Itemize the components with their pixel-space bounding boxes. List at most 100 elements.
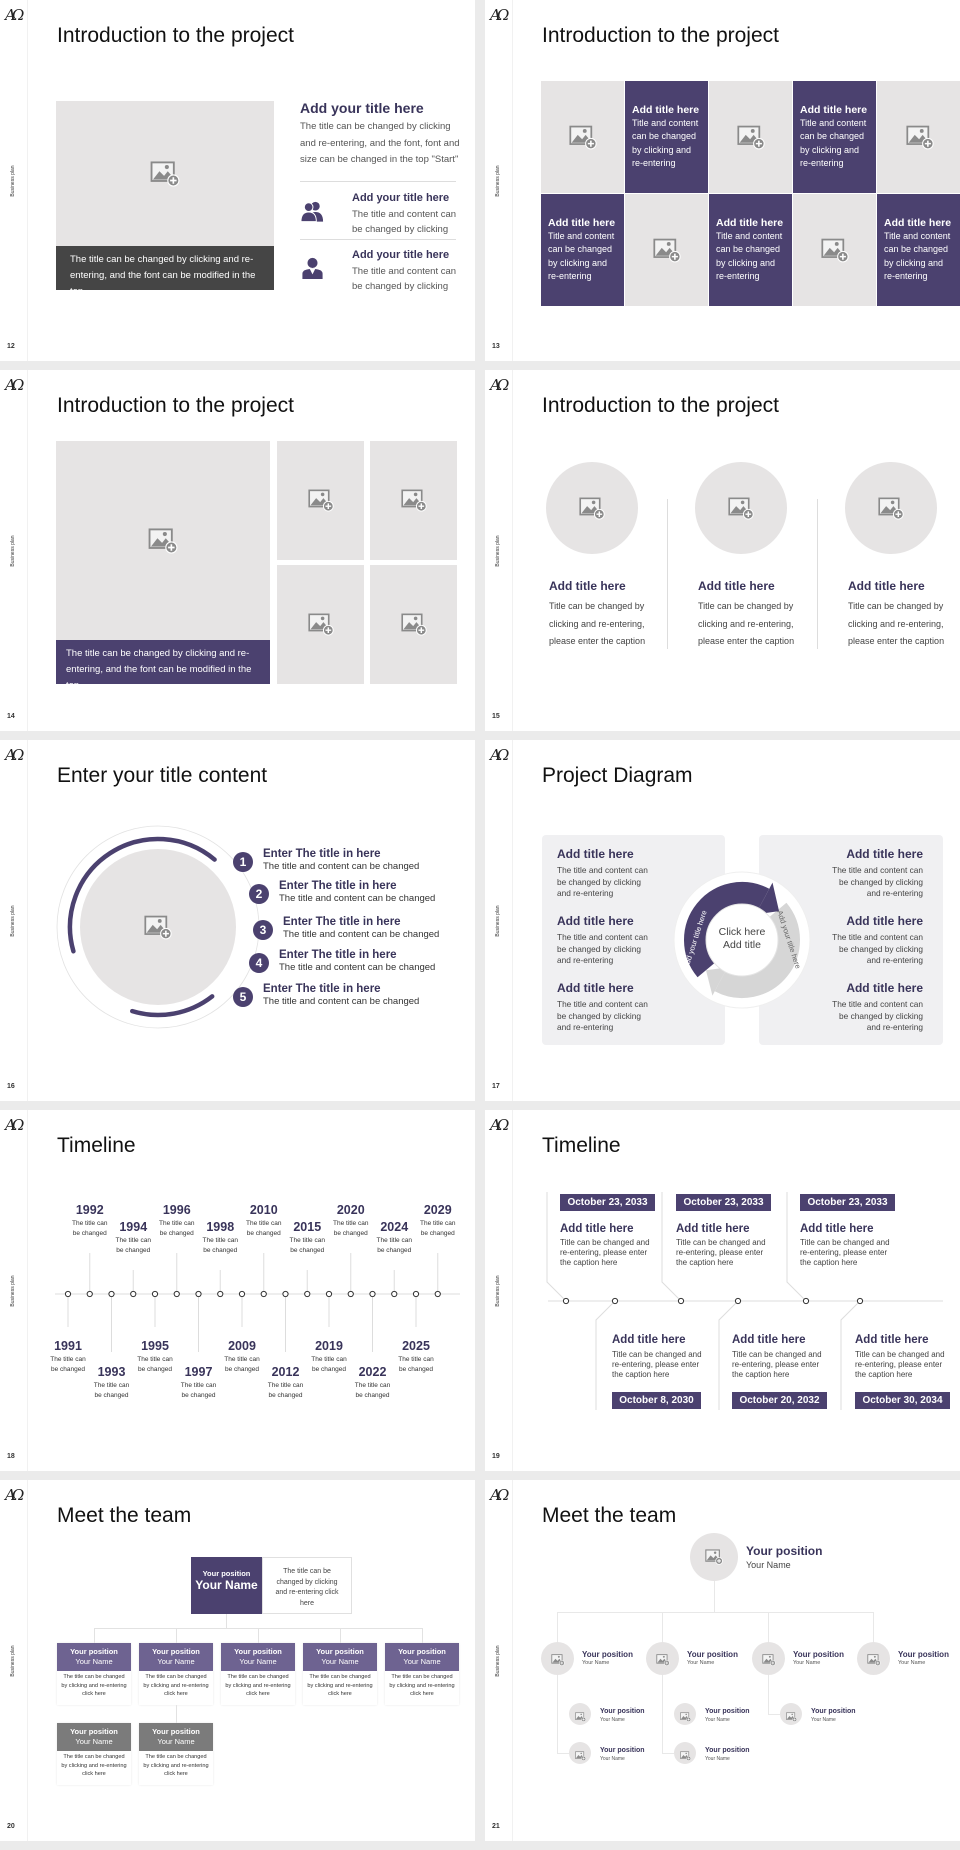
item-text: The title and content can be changed	[263, 861, 420, 872]
image-placeholder-circle[interactable]	[695, 462, 787, 554]
item-title: Add title here	[549, 579, 626, 593]
connector-line	[226, 1614, 227, 1628]
timeline-dot	[347, 1290, 354, 1298]
avatar-placeholder[interactable]	[541, 1642, 574, 1675]
timeline-dot	[677, 1297, 685, 1305]
image-placeholder[interactable]	[370, 441, 457, 560]
timeline-dot	[434, 1290, 441, 1298]
image-placeholder[interactable]	[277, 441, 364, 560]
member-card[interactable]: Your position Your Name The title can be c…	[221, 1643, 295, 1705]
avatar-placeholder[interactable]	[674, 1742, 696, 1764]
item-title: Enter The title in here	[283, 916, 401, 928]
event-text: Title can be changed and re-entering, pl…	[800, 1238, 890, 1267]
image-placeholder[interactable]	[56, 441, 270, 640]
image-placeholder-icon	[400, 489, 427, 512]
item-text: The title and content can be changed by …	[352, 266, 457, 292]
event-text: Title can be changed and re-entering, pl…	[676, 1238, 766, 1267]
member-position: Your position	[687, 1650, 738, 1659]
member-position: Your position	[898, 1650, 949, 1659]
image-placeholder[interactable]	[877, 81, 960, 193]
timeline-year: 1991	[54, 1339, 82, 1353]
lead-position: Your position	[202, 1569, 251, 1578]
slide-13: AΩ Business plan 13 Introduction to the pro…	[480, 0, 960, 361]
center-label[interactable]: Click here Add title	[706, 926, 778, 952]
sidebar-divider	[27, 740, 28, 1101]
item-title: Add title here	[848, 579, 925, 593]
avatar-placeholder[interactable]	[569, 1742, 591, 1764]
avatar-placeholder[interactable]	[674, 1703, 696, 1725]
date-badge: October 30, 2034	[855, 1392, 950, 1409]
member-card[interactable]: Your position Your Name The title can be c…	[57, 1723, 131, 1785]
member-position: Your position	[811, 1708, 856, 1715]
timeline-dot	[325, 1290, 333, 1298]
image-placeholder[interactable]	[277, 565, 364, 684]
page-number: 17	[492, 1083, 500, 1090]
item-title: Add title here	[846, 847, 923, 861]
connector-line	[873, 1612, 874, 1642]
slide-15: AΩ Business plan 15 Introduction to the pro…	[480, 370, 960, 731]
image-placeholder[interactable]	[625, 194, 708, 306]
main-text: The title can be changed by clicking and…	[300, 121, 460, 166]
page-number: 19	[492, 1453, 500, 1460]
image-placeholder-icon	[878, 497, 904, 520]
item-text: The title and content can be changed by …	[557, 865, 648, 899]
avatar-placeholder[interactable]	[646, 1642, 679, 1675]
tile-text: Title and content can be changed by clic…	[716, 231, 783, 282]
member-name: Your Name	[75, 1657, 113, 1666]
avatar-placeholder[interactable]	[690, 1533, 738, 1581]
timeline-dot	[562, 1297, 570, 1305]
side-label: Business plan	[495, 535, 501, 567]
text-tile: Add title here Title and content can be c…	[877, 194, 960, 306]
image-placeholder-circle[interactable]	[80, 849, 236, 1005]
timeline-text: The title can be changed	[420, 1220, 456, 1237]
slide-title: Introduction to the project	[57, 394, 294, 417]
member-card[interactable]: Your position Your Name The title can be c…	[303, 1643, 377, 1705]
item-title: Enter The title in here	[279, 949, 397, 961]
connector	[595, 1300, 616, 1410]
member-card[interactable]: Your position Your Name The title can be c…	[139, 1723, 213, 1785]
avatar-placeholder[interactable]	[569, 1703, 591, 1725]
member-header: Your position Your Name	[139, 1643, 213, 1671]
center-line-2: Add title	[723, 939, 761, 951]
image-placeholder-circle[interactable]	[546, 462, 638, 554]
lead-text: The title can be changed by clicking and…	[262, 1557, 352, 1614]
image-placeholder-circle[interactable]	[845, 462, 937, 554]
tile-text: Title and content can be changed by clic…	[548, 231, 615, 282]
gutter	[475, 370, 480, 731]
member-name: Your Name	[239, 1657, 277, 1666]
image-placeholder-icon	[574, 1709, 586, 1722]
member-card[interactable]: Your position Your Name The title can be c…	[57, 1643, 131, 1705]
avatar-placeholder[interactable]	[780, 1703, 802, 1725]
image-placeholder-icon	[866, 1653, 881, 1666]
tile-title: Add title here	[548, 217, 616, 229]
member-card[interactable]: Your position Your Name The title can be c…	[139, 1643, 213, 1705]
image-placeholder[interactable]	[541, 81, 624, 193]
image-placeholder[interactable]	[793, 194, 876, 306]
avatar-placeholder[interactable]	[752, 1642, 785, 1675]
image-placeholder[interactable]	[709, 81, 792, 193]
date-badge: October 23, 2033	[676, 1194, 771, 1211]
member-position: Your position	[70, 1727, 118, 1736]
logo: AΩ	[490, 6, 509, 24]
item-title: Add title here	[846, 914, 923, 928]
member-card[interactable]: Your position Your Name The title can be c…	[385, 1643, 459, 1705]
tile-text: Title and content can be changed by clic…	[884, 231, 951, 282]
image-placeholder[interactable]	[56, 101, 274, 246]
timeline-year: 1998	[206, 1220, 235, 1234]
image-caption: The title can be changed by clicking and…	[56, 246, 274, 297]
date-badge: October 8, 2030	[612, 1392, 701, 1409]
image-placeholder[interactable]	[370, 565, 457, 684]
timeline-text: The title can be changed	[202, 1237, 238, 1254]
item-title: Enter The title in here	[263, 983, 381, 995]
sidebar-divider	[512, 0, 513, 361]
slide-20: AΩ Business plan 20 Meet the team Your posit…	[0, 1480, 480, 1841]
lead-card[interactable]: Your position Your Name	[191, 1557, 262, 1614]
item-text: The title and content can be changed by …	[832, 932, 923, 966]
page-number: 16	[7, 1083, 15, 1090]
slide-title: Meet the team	[57, 1504, 192, 1527]
timeline-text: The title can be changed	[398, 1356, 434, 1373]
member-position: Your position	[70, 1647, 118, 1656]
number-badge: 5	[233, 987, 253, 1007]
purple-arrowhead	[755, 882, 780, 915]
avatar-placeholder[interactable]	[857, 1642, 890, 1675]
